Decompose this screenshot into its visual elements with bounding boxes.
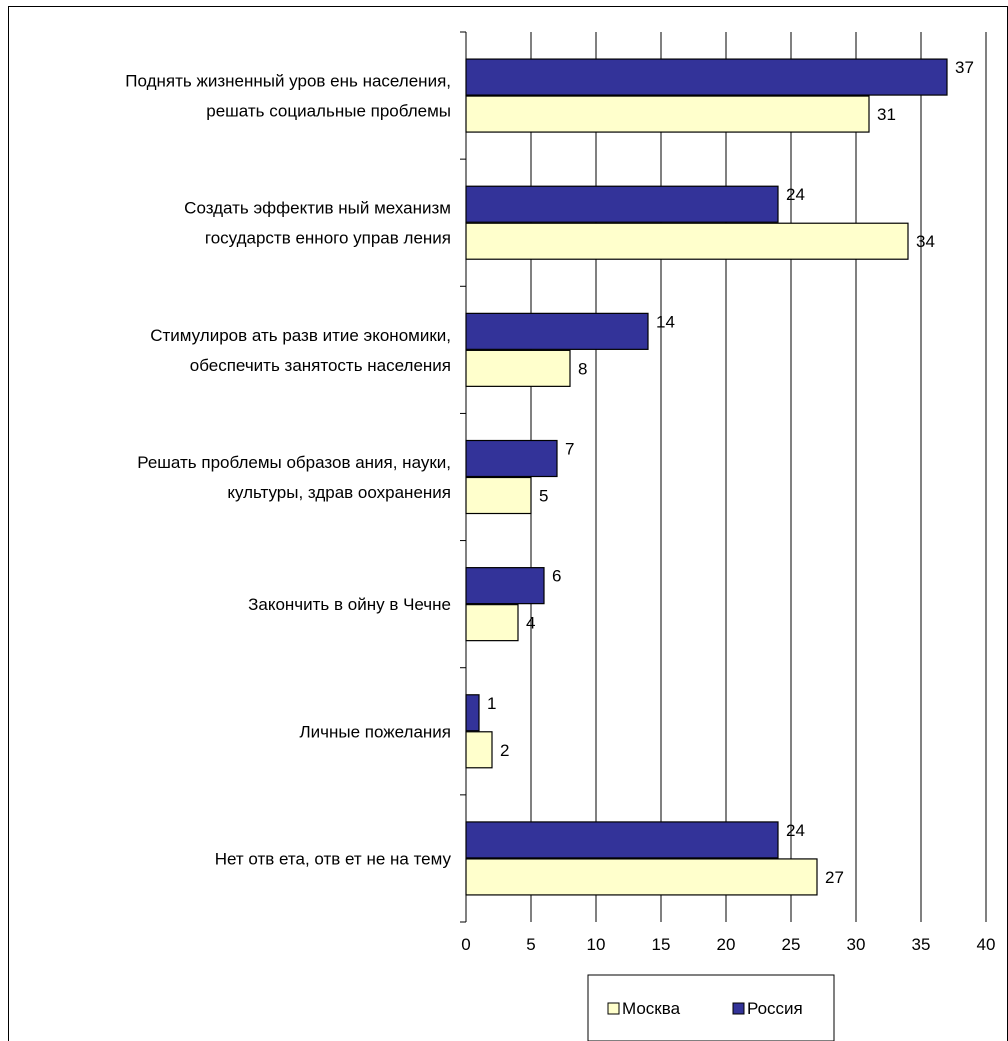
data-label-moskva: 5	[539, 487, 548, 506]
data-label-rossia: 6	[552, 567, 561, 586]
legend-swatch-moskva	[607, 1002, 620, 1015]
data-label-rossia: 7	[565, 440, 574, 459]
bar-rossia	[465, 439, 558, 478]
legend-box	[587, 974, 835, 1041]
bar-moskva	[465, 222, 909, 260]
bar-rossia	[465, 312, 649, 350]
bar-moskva	[465, 858, 818, 896]
bar-rossia	[465, 821, 779, 859]
category-label: Решать проблемы образов ания, науки, куль…	[137, 453, 451, 502]
category-label-line: Закончить в ойну в Чечне	[248, 595, 451, 614]
data-label-moskva: 8	[578, 359, 587, 378]
data-label-rossia: 1	[487, 694, 496, 713]
data-label-moskva: 34	[916, 232, 935, 251]
data-label-moskva: 31	[877, 105, 896, 124]
bar-rossia	[465, 567, 545, 605]
x-tick-label-0: 0	[461, 935, 470, 954]
category-label-line: Поднять жизненный уров ень населения,	[125, 72, 451, 91]
category-label: Нет отв ета, отв ет не на тему	[215, 849, 452, 868]
legend-label-moskva: Москва	[622, 999, 681, 1018]
category-label-line: Создать эффектив ный механизм	[184, 199, 451, 218]
category-label-line: Нет отв ета, отв ет не на тему	[215, 849, 452, 868]
category-label-line: Решать проблемы образов ания, науки,	[137, 453, 451, 472]
bar-rossia	[465, 185, 779, 223]
category-label-line: Стимулиров ать разв итие экономики,	[150, 326, 451, 345]
bar-moskva	[465, 95, 870, 133]
x-tick-label-40: 40	[977, 935, 996, 954]
category-label: Личные пожелания	[300, 722, 452, 741]
data-label-rossia: 37	[955, 58, 974, 77]
bar-rossia	[465, 694, 480, 732]
bar-rossia	[465, 58, 948, 96]
category-label: Поднять жизненный уров ень населения, реш…	[125, 72, 451, 121]
data-label-rossia: 14	[656, 312, 675, 331]
x-tick-label-25: 25	[782, 935, 801, 954]
legend-swatch-rossia	[732, 1002, 745, 1015]
data-label-rossia: 24	[786, 821, 805, 840]
bar-moskva	[465, 349, 571, 387]
category-label-line: обеспечить занятость населения	[190, 356, 451, 375]
x-tick-label-35: 35	[912, 935, 931, 954]
data-label-moskva: 4	[526, 614, 535, 633]
x-tick-label-10: 10	[587, 935, 606, 954]
bar-moskva	[465, 731, 493, 769]
data-label-moskva: 27	[825, 868, 844, 887]
legend-label-rossia: Россия	[747, 999, 803, 1018]
category-label-line: решать социальные проблемы	[206, 102, 451, 121]
category-label: Закончить в ойну в Чечне	[248, 595, 451, 614]
x-tick-label-15: 15	[652, 935, 671, 954]
data-label-rossia: 24	[786, 185, 805, 204]
bar-moskva	[465, 476, 532, 515]
category-label-line: государств енного управ ления	[205, 229, 451, 248]
x-tick-label-30: 30	[847, 935, 866, 954]
data-label-moskva: 2	[500, 741, 509, 760]
bar-moskva	[465, 604, 519, 642]
x-tick-label-5: 5	[526, 935, 535, 954]
category-label-line: Личные пожелания	[300, 722, 452, 741]
x-tick-label-20: 20	[717, 935, 736, 954]
category-label-line: культуры, здрав оохранения	[227, 483, 451, 502]
category-label: Создать эффектив ный механизм государств …	[184, 199, 451, 248]
category-label: Стимулиров ать разв итие экономики, обесп…	[150, 326, 451, 375]
